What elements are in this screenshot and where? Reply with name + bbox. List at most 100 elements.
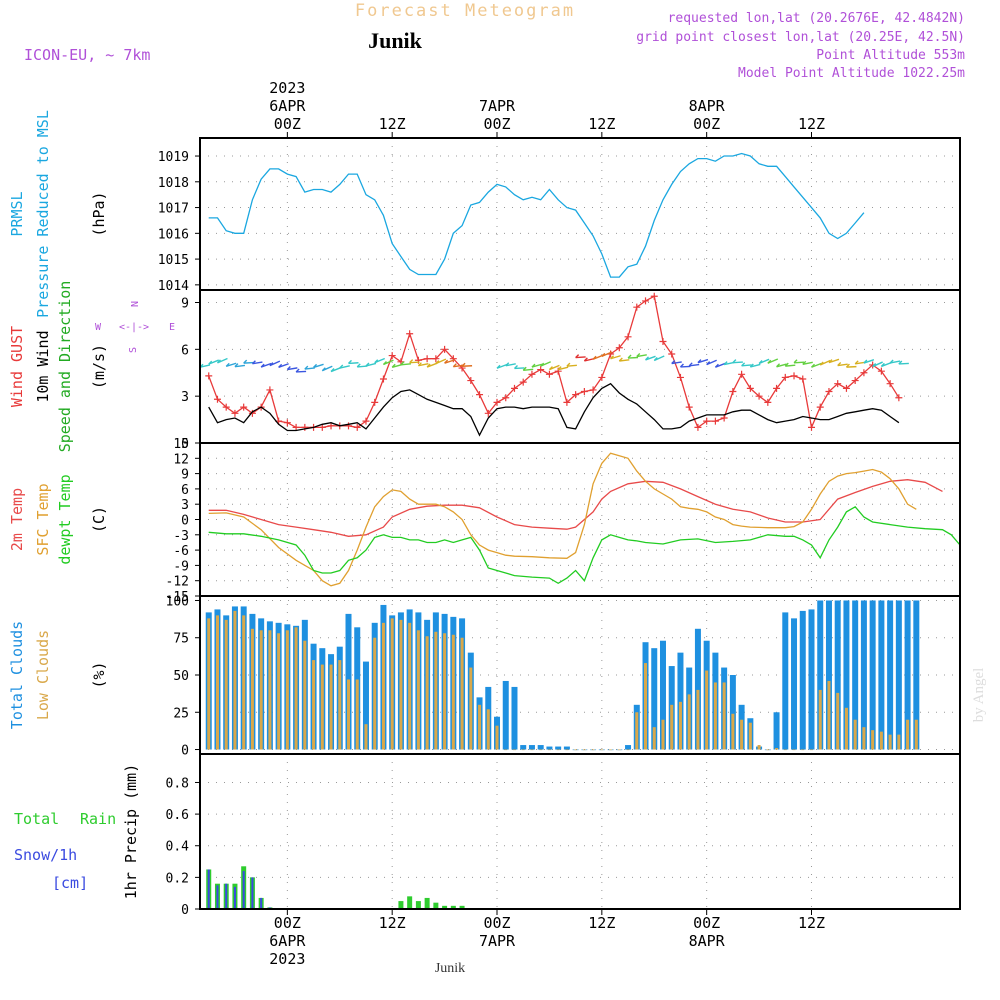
pressure-panel: 1014 1015 1016 1017 1018 1019 PRMSL Pressure Re… xyxy=(8,110,961,318)
Low Clouds-bar xyxy=(609,749,613,751)
wind-side-label: Speed and Direction xyxy=(56,281,74,453)
Snow/1h-bar xyxy=(233,886,236,909)
wind-arrow-head xyxy=(278,363,283,368)
Low Clouds-bar xyxy=(347,679,351,750)
Low Clouds-bar xyxy=(303,640,307,750)
wind-arrow-head xyxy=(723,361,728,366)
Total Clouds-bar xyxy=(782,612,789,750)
gust-marker xyxy=(572,391,580,399)
wind-arrow-head xyxy=(679,363,684,368)
wind-arrow-head xyxy=(784,362,789,367)
gust-marker xyxy=(528,370,536,378)
wind-arrow xyxy=(339,365,350,369)
y-tick-label: 0 xyxy=(181,514,189,529)
Low Clouds-bar xyxy=(285,630,289,750)
wind-arrow xyxy=(453,364,464,368)
y-tick-label: -15 xyxy=(166,590,189,605)
y-tick-label: 25 xyxy=(173,706,189,721)
Low Clouds-bar xyxy=(425,636,429,750)
pressure-line xyxy=(208,152,865,278)
Low Clouds-bar xyxy=(443,633,447,750)
precip-label-snow: Snow/1h xyxy=(14,846,77,864)
wind-arrow xyxy=(732,361,743,364)
y-tick-label: 0.6 xyxy=(166,808,189,823)
Low Clouds-bar xyxy=(294,627,298,750)
wind-arrow-head xyxy=(208,360,213,365)
gust-marker xyxy=(886,380,894,388)
wind-arrow-head xyxy=(321,367,326,372)
Low Clouds-bar xyxy=(469,667,473,750)
y-tick-label: -3 xyxy=(173,529,189,544)
wind-arrow-head xyxy=(540,362,545,367)
wind-arrow xyxy=(811,362,822,368)
gust-marker xyxy=(720,414,728,422)
wind-arrow xyxy=(628,356,639,359)
wind-panel: 0 3 6 9 W E <-|-> N S Wind GUST 10m Wind Speed and … xyxy=(8,281,961,453)
wind-arrow-head xyxy=(583,357,588,362)
y-tick-label: 75 xyxy=(173,632,189,647)
gust-marker xyxy=(467,377,475,385)
forecast-title: Forecast Meteogram xyxy=(355,1,575,21)
Total Clouds-bar xyxy=(895,600,902,750)
gust-marker xyxy=(668,350,676,358)
gust-marker xyxy=(650,292,658,300)
wind-arrow xyxy=(741,364,752,367)
Total Rain-bar xyxy=(433,902,439,909)
wind-arrow-head xyxy=(243,359,248,364)
wind-arrow-head xyxy=(653,357,658,362)
Low Clouds-bar xyxy=(408,622,412,750)
gust-marker xyxy=(519,378,527,386)
Low Clouds-bar xyxy=(652,727,656,750)
Low Clouds-bar xyxy=(897,734,901,750)
wind-arrow-head xyxy=(426,363,431,368)
gust-marker xyxy=(895,394,903,402)
Total Clouds-bar xyxy=(869,600,876,750)
wind-arrow-head xyxy=(706,361,711,366)
wind-arrow-head xyxy=(339,364,344,369)
bottom-time-label: 00Z xyxy=(693,914,720,932)
Total Clouds-bar xyxy=(537,745,544,750)
gust-marker xyxy=(345,422,353,430)
wind-arrow xyxy=(636,354,647,358)
Low Clouds-bar xyxy=(259,630,263,750)
plot-area: 1014 1015 1016 1017 1018 1019 PRMSL Pressure Re… xyxy=(8,79,961,968)
Low Clouds-bar xyxy=(617,749,621,751)
gust-marker xyxy=(493,398,501,406)
Total Clouds-bar xyxy=(773,712,780,750)
wind-arrow xyxy=(776,363,787,368)
Low Clouds-bar xyxy=(635,712,639,750)
gust-marker xyxy=(362,417,370,425)
wind-arrow xyxy=(226,362,237,367)
gust-marker xyxy=(738,370,746,378)
y-tick-label: -9 xyxy=(173,559,189,574)
gust-marker xyxy=(441,345,449,353)
wind-arrow-head xyxy=(889,359,894,364)
y-tick-label: 0 xyxy=(181,437,189,452)
Total Clouds-bar xyxy=(563,746,570,750)
wind-arrow xyxy=(557,366,569,371)
Low Clouds-bar xyxy=(478,704,482,750)
Total Clouds-bar xyxy=(528,745,535,750)
wind-arrow-head xyxy=(251,360,256,365)
wind-arrow-head xyxy=(575,354,580,359)
wind-arrow-head xyxy=(854,360,859,365)
wind-arrow xyxy=(584,357,595,362)
wind-arrow xyxy=(260,362,272,368)
Snow/1h-bar xyxy=(207,869,210,909)
Low Clouds-bar xyxy=(312,660,316,750)
wind-arrow xyxy=(304,367,315,370)
Low Clouds-bar xyxy=(809,749,813,751)
bottom-time-label: 2023 xyxy=(269,950,305,968)
Low Clouds-bar xyxy=(731,713,735,750)
Low Clouds-bar xyxy=(713,682,717,750)
bottom-time-label: 12Z xyxy=(588,914,615,932)
y-tick-label: 0.4 xyxy=(166,840,190,855)
top-time-label: 00Z xyxy=(693,115,720,133)
Total Clouds-bar xyxy=(546,746,553,750)
Low Clouds-bar xyxy=(224,619,228,750)
gust-marker xyxy=(580,387,588,395)
wind-arrow xyxy=(828,358,840,364)
wind-arrow xyxy=(645,355,656,361)
